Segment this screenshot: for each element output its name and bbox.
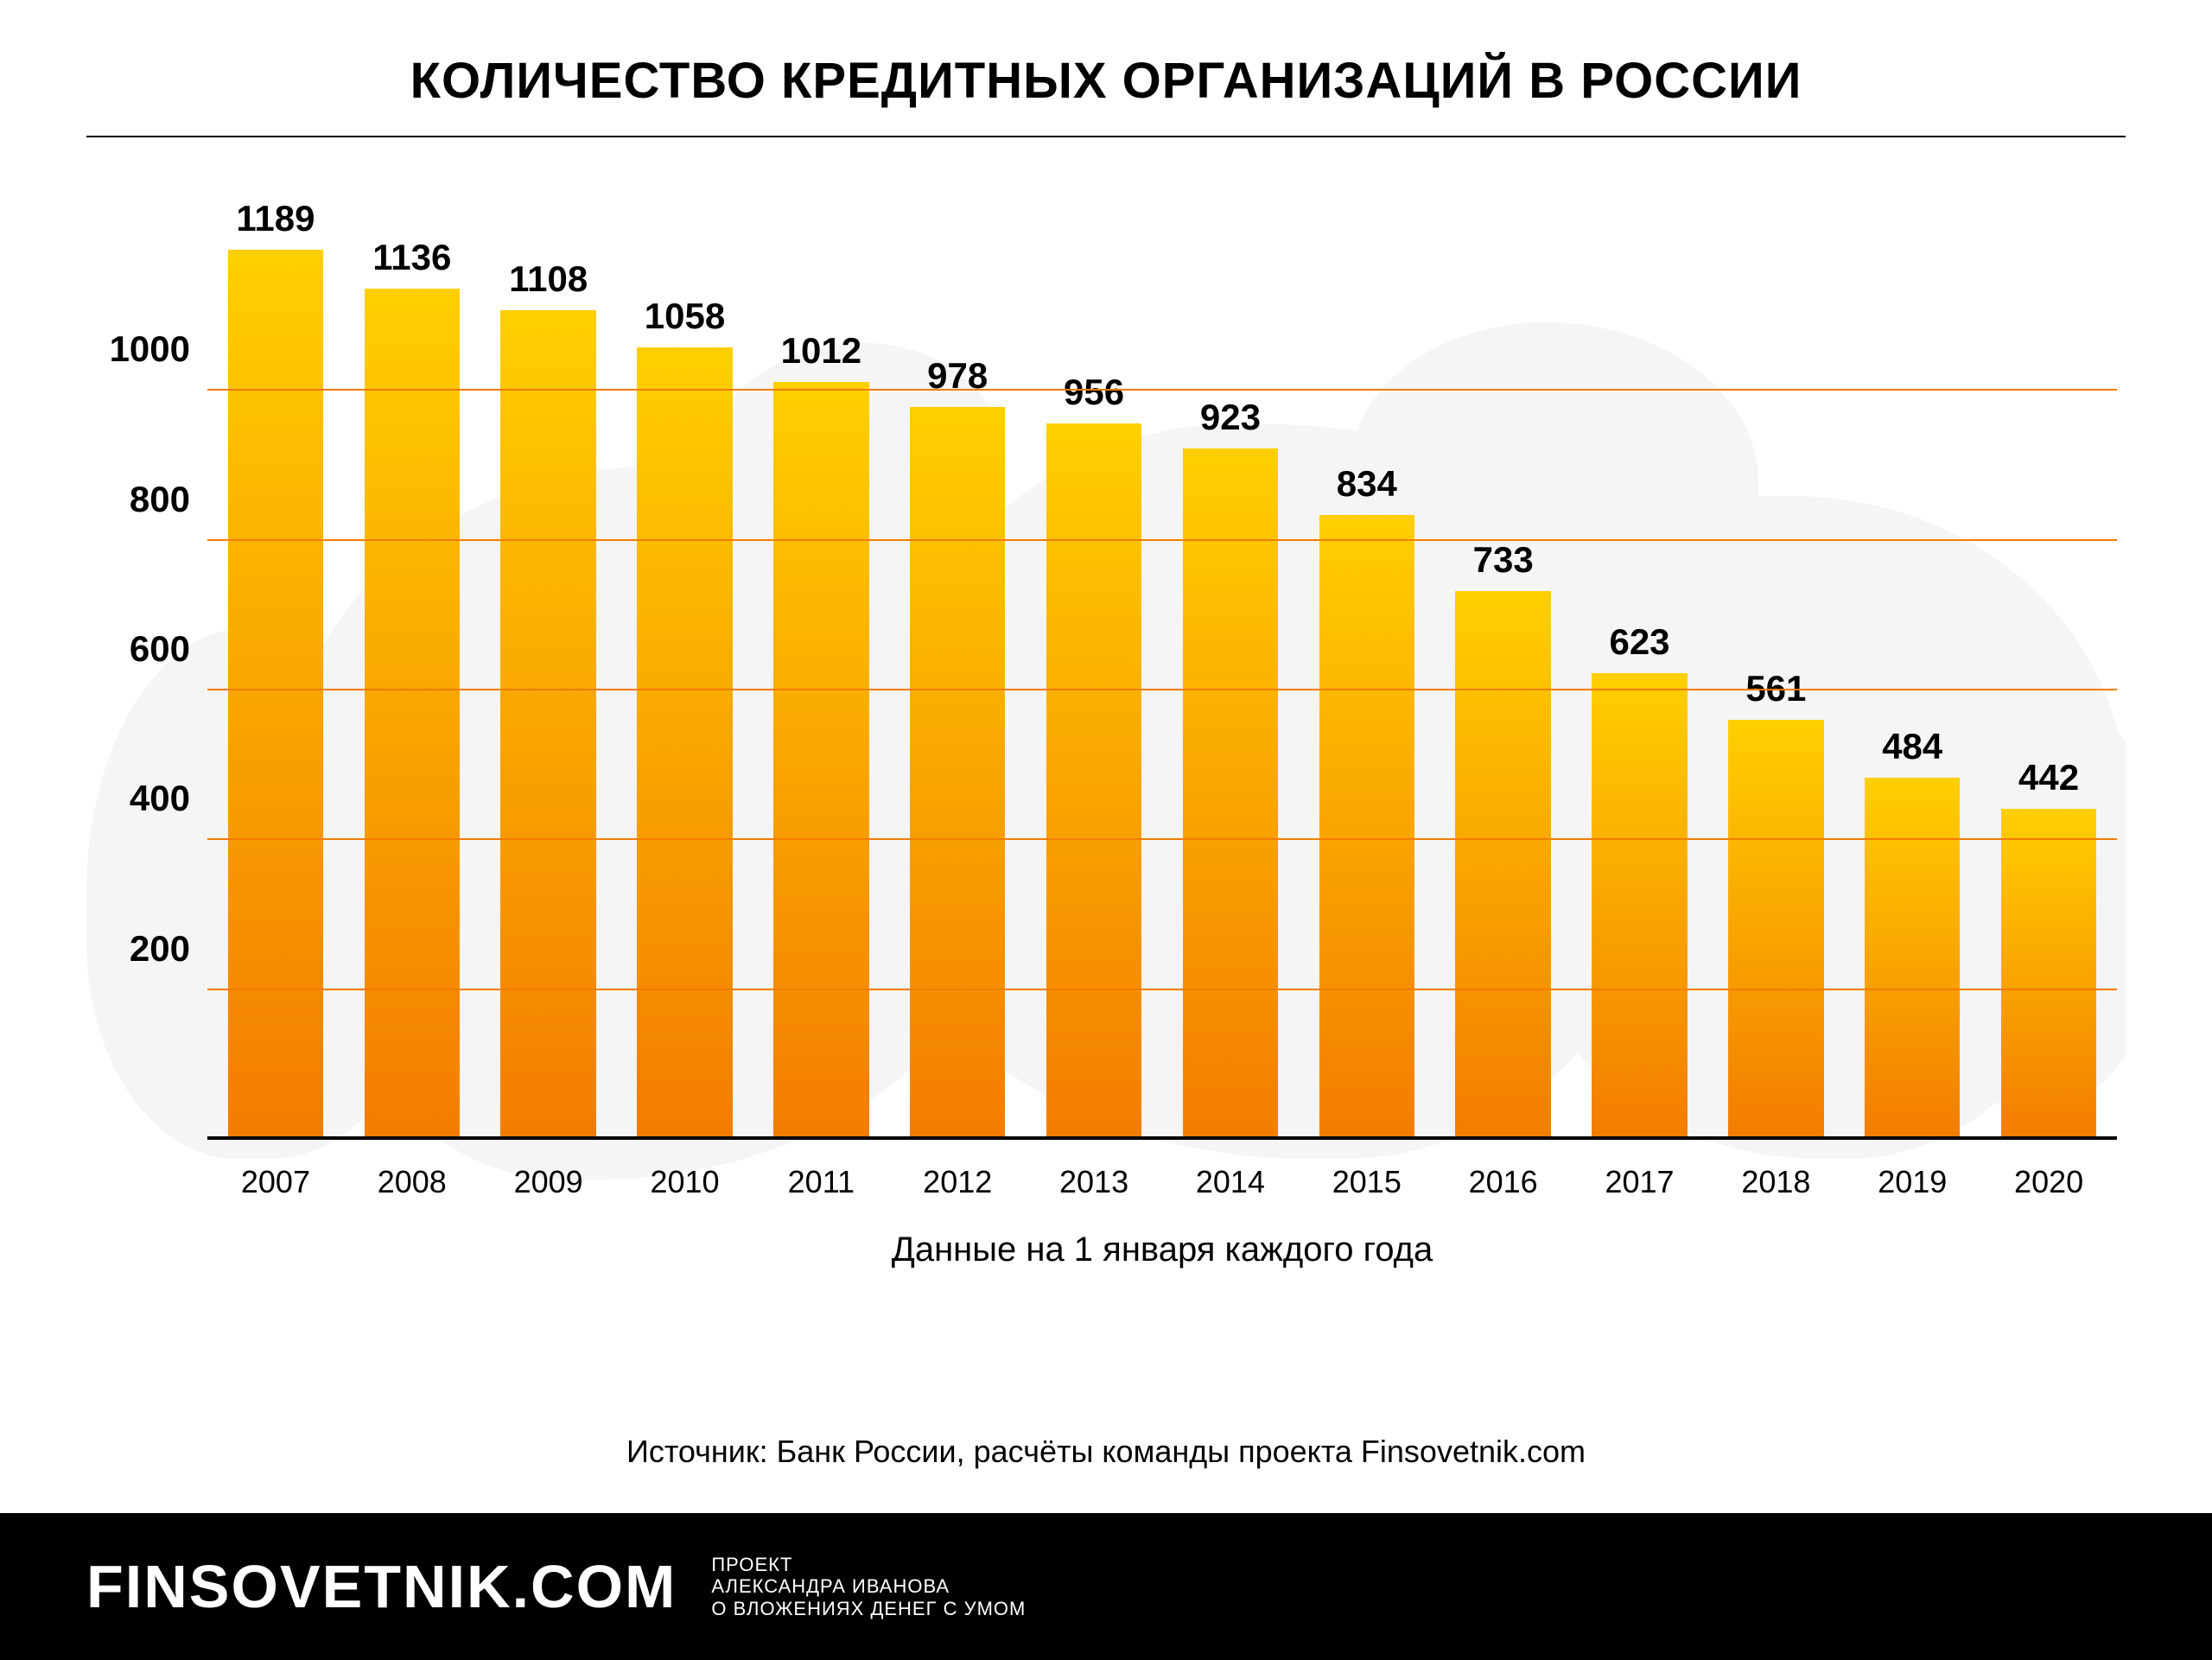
bar: 733 <box>1455 591 1551 1140</box>
y-tick-label: 800 <box>95 479 190 520</box>
chart-title: КОЛИЧЕСТВО КРЕДИТНЫХ ОРГАНИЗАЦИЙ В РОССИ… <box>0 0 2212 136</box>
bar-value-label: 1058 <box>645 296 725 337</box>
y-tick-label: 200 <box>95 928 190 970</box>
bar: 623 <box>1592 673 1688 1140</box>
bar: 978 <box>910 407 1006 1140</box>
bar: 1108 <box>500 310 596 1140</box>
bar-slot: 10122011 <box>753 241 889 1140</box>
bar-slot: 4422020 <box>1980 241 2117 1140</box>
x-tick-label: 2015 <box>1332 1164 1402 1200</box>
x-tick-label: 2018 <box>1741 1164 1810 1200</box>
bar: 1058 <box>637 347 733 1140</box>
bar: 1136 <box>365 289 461 1140</box>
y-tick-label: 1000 <box>95 328 190 370</box>
bar-value-label: 623 <box>1609 621 1669 663</box>
bar-value-label: 956 <box>1064 372 1124 413</box>
bar-slot: 9782012 <box>889 241 1026 1140</box>
x-tick-label: 2014 <box>1196 1164 1265 1200</box>
gridline <box>207 389 2117 391</box>
bar-value-label: 923 <box>1200 397 1261 438</box>
bar-slot: 4842019 <box>1844 241 1980 1140</box>
bar-value-label: 834 <box>1337 463 1397 505</box>
source-line: Источник: Банк России, расчёты команды п… <box>0 1434 2212 1470</box>
x-tick-label: 2008 <box>378 1164 447 1200</box>
x-tick-label: 2011 <box>788 1164 855 1200</box>
bar-slot: 9232014 <box>1162 241 1299 1140</box>
footer-logo-text: FINSOVETNIK.COM <box>86 1552 677 1621</box>
bar: 442 <box>2001 809 2097 1140</box>
y-tick-label: 600 <box>95 628 190 670</box>
x-tick-label: 2016 <box>1469 1164 1538 1200</box>
bar: 484 <box>1865 778 1961 1140</box>
bar-value-label: 484 <box>1882 726 1942 767</box>
bar-slot: 7332016 <box>1435 241 1572 1140</box>
bar-slot: 11362008 <box>344 241 480 1140</box>
gridline <box>207 689 2117 690</box>
plot-area: 1189200711362008110820091058201010122011… <box>207 241 2117 1140</box>
title-rule <box>86 136 2126 137</box>
bar: 834 <box>1319 515 1415 1140</box>
x-tick-label: 2010 <box>650 1164 719 1200</box>
bar: 923 <box>1183 448 1279 1140</box>
bar-value-label: 733 <box>1473 539 1534 581</box>
y-tick-label: 400 <box>95 778 190 819</box>
bar-value-label: 1012 <box>781 330 861 372</box>
x-axis-title: Данные на 1 января каждого года <box>207 1231 2117 1269</box>
footer-tagline-line3: О ВЛОЖЕНИЯХ ДЕНЕГ С УМОМ <box>711 1598 1026 1619</box>
bars-container: 1189200711362008110820091058201010122011… <box>207 241 2117 1140</box>
x-tick-label: 2019 <box>1878 1164 1947 1200</box>
gridline <box>207 539 2117 541</box>
gridline <box>207 838 2117 840</box>
bar-chart: 1189200711362008110820091058201010122011… <box>86 241 2126 1261</box>
gridline <box>207 989 2117 990</box>
x-tick-label: 2020 <box>2014 1164 2083 1200</box>
bar-value-label: 1136 <box>372 237 451 278</box>
bar: 1012 <box>773 382 869 1140</box>
bar-slot: 11082009 <box>480 241 617 1140</box>
x-axis-baseline <box>207 1136 2117 1140</box>
bar-slot: 6232017 <box>1572 241 1708 1140</box>
bar: 1189 <box>228 250 324 1140</box>
bar: 956 <box>1046 423 1142 1140</box>
bar-value-label: 1189 <box>236 198 315 239</box>
x-tick-label: 2013 <box>1059 1164 1128 1200</box>
footer-tagline-line2: АЛЕКСАНДРА ИВАНОВА <box>711 1575 1026 1597</box>
x-tick-label: 2007 <box>241 1164 310 1200</box>
bar-slot: 11892007 <box>207 241 344 1140</box>
bar-slot: 9562013 <box>1026 241 1162 1140</box>
bar-value-label: 442 <box>2018 757 2079 798</box>
x-tick-label: 2009 <box>514 1164 583 1200</box>
footer-bar: FINSOVETNIK.COM ПРОЕКТ АЛЕКСАНДРА ИВАНОВ… <box>0 1513 2212 1660</box>
footer-tagline: ПРОЕКТ АЛЕКСАНДРА ИВАНОВА О ВЛОЖЕНИЯХ ДЕ… <box>711 1554 1026 1619</box>
bar: 561 <box>1728 720 1824 1140</box>
x-tick-label: 2012 <box>923 1164 992 1200</box>
x-tick-label: 2017 <box>1605 1164 1674 1200</box>
footer-tagline-line1: ПРОЕКТ <box>711 1554 1026 1575</box>
bar-slot: 8342015 <box>1299 241 1435 1140</box>
bar-slot: 5612018 <box>1707 241 1844 1140</box>
bar-value-label: 1108 <box>509 258 588 300</box>
bar-slot: 10582010 <box>617 241 753 1140</box>
